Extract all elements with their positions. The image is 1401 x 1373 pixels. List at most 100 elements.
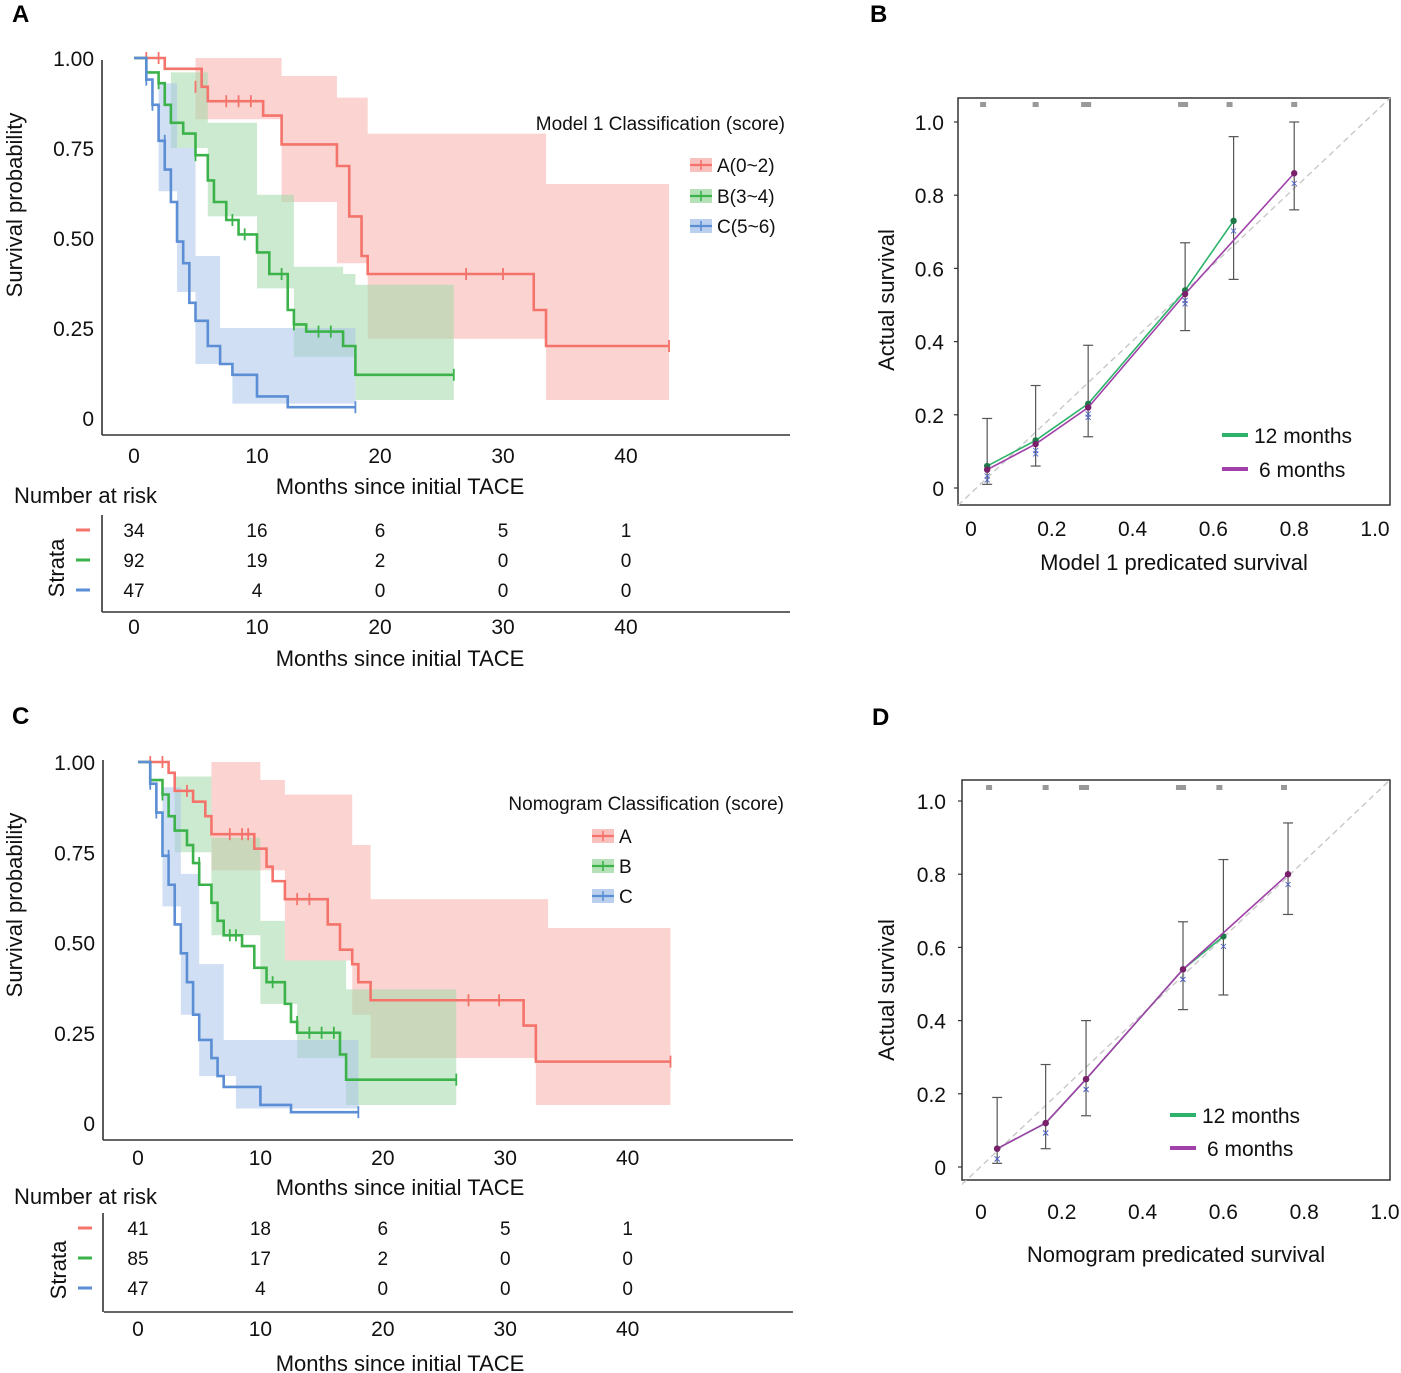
plot-frame: [957, 97, 1391, 506]
legend-label-2: 6 months: [1259, 459, 1345, 482]
x-tick-label: 40: [616, 1147, 639, 1170]
risk-x-tick-label: 0: [128, 616, 140, 639]
legend-label-3: C(5~6): [717, 217, 776, 238]
y-axis-title: Actual survival: [874, 229, 899, 371]
risk-strata-label: Strata: [46, 1240, 71, 1299]
risk-count: 0: [621, 581, 632, 602]
risk-table-title: Number at risk: [14, 1184, 158, 1209]
x-tick-label: 0.8: [1280, 518, 1309, 541]
risk-count: 0: [498, 581, 509, 602]
risk-count: 34: [123, 521, 145, 542]
risk-count: 16: [246, 521, 267, 542]
bootstrap-mark: ×: [1084, 409, 1092, 420]
y-tick-label: 0.4: [915, 332, 945, 355]
rug-mark: [986, 785, 993, 790]
x-axis-title: Months since initial TACE: [276, 1175, 525, 1200]
x-tick-label: 40: [614, 445, 637, 468]
y-tick-label: 0.6: [915, 258, 944, 281]
rug-mark: [1180, 785, 1186, 790]
x-tick-label: 10: [249, 1147, 272, 1170]
panel-label: B: [870, 1, 887, 28]
risk-x-tick-label: 20: [371, 1318, 394, 1341]
risk-count: 0: [622, 1249, 633, 1270]
risk-count: 0: [621, 551, 632, 572]
y-tick-label: 0.2: [917, 1084, 946, 1107]
risk-count: 0: [622, 1279, 633, 1300]
y-tick-label: 1.00: [53, 48, 94, 71]
survival-curve-3: [138, 760, 359, 1114]
y-axis-title: Survival probability: [2, 113, 27, 298]
x-tick-label: 0: [965, 518, 977, 541]
legend-label-2: B(3~4): [717, 187, 775, 208]
y-tick-label: 0.75: [53, 138, 94, 161]
risk-count: 17: [250, 1249, 271, 1270]
calibration-point: [1084, 404, 1092, 411]
bootstrap-mark: ×: [1284, 879, 1292, 890]
x-axis-title: Nomogram predicated survival: [1027, 1242, 1325, 1267]
risk-count: 5: [498, 521, 509, 542]
x-tick-label: 0.6: [1199, 518, 1228, 541]
x-tick-label: 20: [371, 1147, 394, 1170]
risk-count: 0: [375, 581, 386, 602]
y-tick-label: 0.8: [917, 864, 946, 887]
calibration-point: [1032, 440, 1039, 448]
risk-count: 19: [246, 551, 267, 572]
risk-count: 92: [123, 551, 144, 572]
calibration-point: [1284, 871, 1292, 878]
y-tick-label: 0: [932, 478, 944, 501]
x-tick-label: 0.6: [1209, 1201, 1238, 1224]
x-tick-label: 0.8: [1290, 1201, 1319, 1224]
risk-count: 18: [250, 1219, 271, 1240]
rug-mark: [1182, 102, 1189, 107]
rug-mark: [1178, 102, 1185, 107]
x-tick-label: 0: [128, 445, 140, 468]
y-tick-label: 1.0: [915, 112, 944, 135]
x-tick-label: 1.0: [1370, 1201, 1399, 1224]
risk-x-axis-title: Months since initial TACE: [276, 646, 525, 671]
y-tick-label: 0.8: [915, 185, 944, 208]
risk-count: 1: [622, 1219, 633, 1240]
bootstrap-mark: ×: [1031, 449, 1039, 460]
risk-count: 0: [500, 1249, 511, 1270]
x-tick-label: 0.2: [1037, 518, 1066, 541]
bootstrap-mark: ×: [1181, 299, 1189, 310]
x-tick-label: 0.4: [1128, 1201, 1158, 1224]
x-tick-label: 20: [368, 445, 391, 468]
risk-x-tick-label: 10: [245, 616, 268, 639]
calibration-line-1: [986, 220, 1235, 467]
risk-count: 1: [621, 521, 632, 542]
bootstrap-mark: ×: [1082, 1084, 1090, 1095]
x-tick-label: 10: [245, 445, 268, 468]
risk-x-tick-label: 30: [494, 1318, 517, 1341]
calibration-point: [1082, 1075, 1090, 1083]
risk-count: 4: [252, 581, 263, 602]
bootstrap-mark: ×: [1179, 975, 1187, 986]
risk-count: 4: [255, 1279, 266, 1300]
calibration-point: [1042, 1119, 1049, 1127]
risk-count: 6: [378, 1219, 389, 1240]
bootstrap-mark: ×: [1041, 1128, 1049, 1139]
y-tick-label: 1.00: [54, 752, 95, 775]
risk-count: 47: [123, 581, 144, 602]
legend-title: Nomogram Classification (score): [508, 794, 784, 815]
rug-mark: [1226, 102, 1233, 107]
y-tick-label: 1.0: [917, 791, 946, 814]
calibration-point: [983, 466, 991, 473]
rug-mark: [1291, 102, 1298, 107]
risk-strata-label: Strata: [44, 538, 69, 597]
risk-x-tick-label: 30: [491, 616, 514, 639]
legend-label-1: 12 months: [1254, 425, 1352, 448]
ci-band-1: [134, 58, 670, 400]
rug-mark: [980, 102, 987, 107]
calibration-point: [1291, 170, 1298, 177]
rug-mark: [1085, 102, 1092, 107]
ci-band-1: [138, 762, 671, 1105]
y-tick-label: 0: [934, 1157, 946, 1180]
rug-mark: [1083, 785, 1090, 790]
y-tick-label: 0: [82, 408, 94, 431]
ci-band-2: [134, 58, 454, 400]
x-tick-label: 0.2: [1047, 1201, 1076, 1224]
rug-mark: [1175, 785, 1182, 790]
legend-label-1: A: [619, 827, 632, 848]
